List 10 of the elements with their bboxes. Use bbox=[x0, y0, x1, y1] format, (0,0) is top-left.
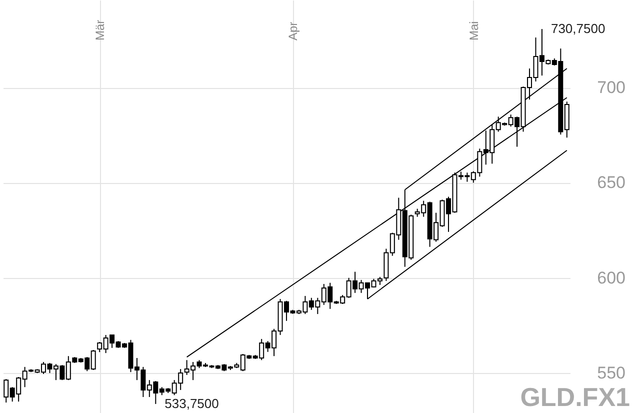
annotation: 533,7500 bbox=[164, 396, 219, 411]
y-tick-label: 550 bbox=[597, 364, 626, 383]
annotation: GLD.FX1 bbox=[520, 382, 630, 412]
x-tick-label: Mär bbox=[93, 20, 108, 40]
y-tick-label: 700 bbox=[597, 78, 626, 98]
x-tick-label: Apr bbox=[286, 22, 300, 40]
y-tick-label: 600 bbox=[597, 268, 626, 288]
annotation: 730,7500 bbox=[550, 21, 606, 36]
x-tick-label: Mai bbox=[466, 21, 481, 40]
y-tick-label: 650 bbox=[597, 173, 626, 192]
